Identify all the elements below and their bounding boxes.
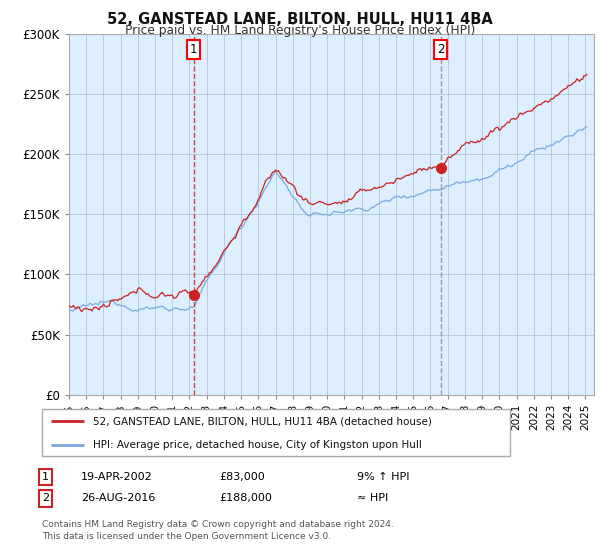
Text: 52, GANSTEAD LANE, BILTON, HULL, HU11 4BA: 52, GANSTEAD LANE, BILTON, HULL, HU11 4B…: [107, 12, 493, 27]
Text: HPI: Average price, detached house, City of Kingston upon Hull: HPI: Average price, detached house, City…: [94, 440, 422, 450]
Text: Price paid vs. HM Land Registry's House Price Index (HPI): Price paid vs. HM Land Registry's House …: [125, 24, 475, 37]
Text: 2: 2: [42, 493, 49, 503]
Text: £188,000: £188,000: [219, 493, 272, 503]
Text: 1: 1: [42, 472, 49, 482]
Text: 2: 2: [437, 43, 444, 56]
Text: 19-APR-2002: 19-APR-2002: [81, 472, 153, 482]
Text: 26-AUG-2016: 26-AUG-2016: [81, 493, 155, 503]
Text: £83,000: £83,000: [219, 472, 265, 482]
Text: Contains HM Land Registry data © Crown copyright and database right 2024.: Contains HM Land Registry data © Crown c…: [42, 520, 394, 529]
Text: ≈ HPI: ≈ HPI: [357, 493, 388, 503]
Text: 52, GANSTEAD LANE, BILTON, HULL, HU11 4BA (detached house): 52, GANSTEAD LANE, BILTON, HULL, HU11 4B…: [94, 416, 433, 426]
FancyBboxPatch shape: [42, 409, 510, 456]
Text: 1: 1: [190, 43, 197, 56]
Text: This data is licensed under the Open Government Licence v3.0.: This data is licensed under the Open Gov…: [42, 532, 331, 541]
Text: 9% ↑ HPI: 9% ↑ HPI: [357, 472, 409, 482]
